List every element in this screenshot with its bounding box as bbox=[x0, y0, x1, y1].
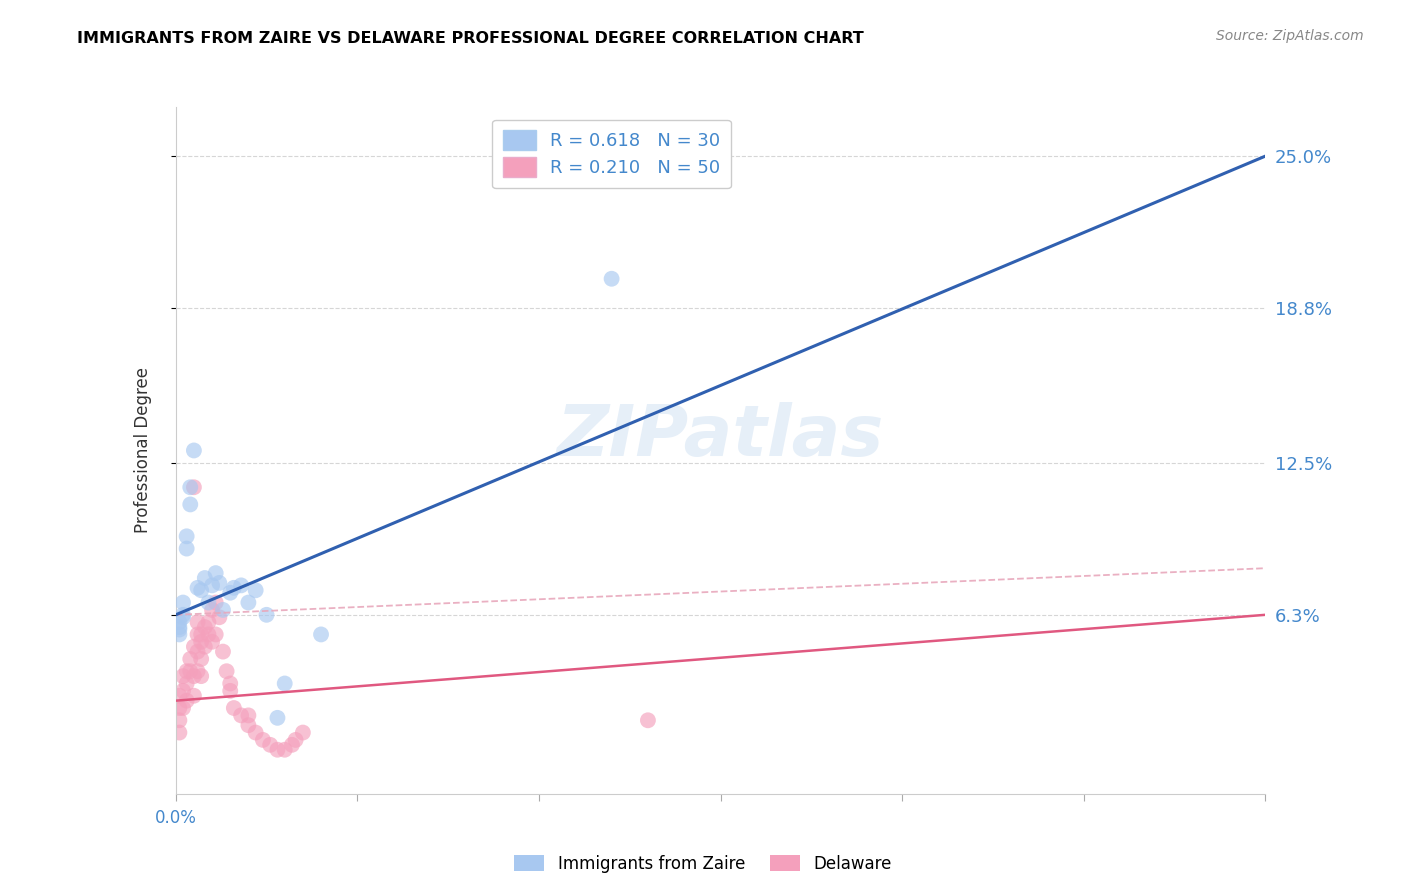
Point bbox=[222, 701, 245, 715]
Point bbox=[197, 627, 219, 641]
Point bbox=[204, 596, 226, 610]
Point bbox=[186, 664, 209, 679]
Point bbox=[238, 708, 260, 723]
Point bbox=[169, 627, 191, 641]
Point bbox=[183, 669, 205, 683]
Text: ZIPatlas: ZIPatlas bbox=[557, 402, 884, 471]
Point bbox=[291, 725, 314, 739]
Point bbox=[176, 694, 198, 708]
Legend: R = 0.618   N = 30, R = 0.210   N = 50: R = 0.618 N = 30, R = 0.210 N = 50 bbox=[492, 120, 731, 188]
Point bbox=[274, 742, 297, 756]
Point bbox=[169, 725, 191, 739]
Point bbox=[201, 635, 224, 649]
Point bbox=[172, 683, 194, 698]
Point bbox=[172, 669, 194, 683]
Point bbox=[169, 615, 191, 630]
Point bbox=[212, 603, 235, 617]
Point bbox=[176, 541, 198, 556]
Point bbox=[245, 583, 267, 598]
Point bbox=[245, 725, 267, 739]
Legend: Immigrants from Zaire, Delaware: Immigrants from Zaire, Delaware bbox=[508, 848, 898, 880]
Point bbox=[176, 676, 198, 690]
Point bbox=[179, 664, 201, 679]
Point bbox=[186, 615, 209, 630]
Point bbox=[186, 644, 209, 658]
Point bbox=[197, 615, 219, 630]
Point bbox=[183, 443, 205, 458]
Point bbox=[172, 610, 194, 624]
Point bbox=[266, 711, 288, 725]
Point bbox=[600, 271, 623, 285]
Point bbox=[259, 738, 281, 752]
Point bbox=[179, 652, 201, 666]
Point bbox=[169, 623, 191, 637]
Point bbox=[172, 596, 194, 610]
Point bbox=[219, 586, 242, 600]
Point bbox=[194, 571, 217, 585]
Point bbox=[169, 620, 191, 634]
Point bbox=[238, 596, 260, 610]
Point bbox=[252, 733, 274, 747]
Point bbox=[266, 742, 288, 756]
Point bbox=[190, 583, 212, 598]
Point bbox=[179, 480, 201, 494]
Point bbox=[219, 683, 242, 698]
Point bbox=[231, 708, 253, 723]
Point bbox=[208, 610, 231, 624]
Point bbox=[179, 498, 201, 512]
Text: 0.0%: 0.0% bbox=[155, 809, 197, 827]
Point bbox=[172, 701, 194, 715]
Y-axis label: Professional Degree: Professional Degree bbox=[134, 368, 152, 533]
Point bbox=[238, 718, 260, 732]
Point bbox=[231, 578, 253, 592]
Point bbox=[183, 689, 205, 703]
Point bbox=[190, 669, 212, 683]
Point bbox=[204, 627, 226, 641]
Point bbox=[186, 627, 209, 641]
Point bbox=[256, 607, 278, 622]
Point bbox=[190, 635, 212, 649]
Point bbox=[176, 529, 198, 543]
Text: Source: ZipAtlas.com: Source: ZipAtlas.com bbox=[1216, 29, 1364, 43]
Point bbox=[197, 596, 219, 610]
Point bbox=[274, 676, 297, 690]
Text: IMMIGRANTS FROM ZAIRE VS DELAWARE PROFESSIONAL DEGREE CORRELATION CHART: IMMIGRANTS FROM ZAIRE VS DELAWARE PROFES… bbox=[77, 31, 865, 46]
Point bbox=[208, 576, 231, 591]
Point bbox=[212, 644, 235, 658]
Point bbox=[215, 664, 238, 679]
Point bbox=[637, 714, 659, 728]
Point bbox=[204, 566, 226, 581]
Point bbox=[169, 701, 191, 715]
Point bbox=[183, 640, 205, 654]
Point bbox=[194, 640, 217, 654]
Point bbox=[219, 676, 242, 690]
Point bbox=[201, 578, 224, 592]
Point bbox=[176, 664, 198, 679]
Point bbox=[183, 480, 205, 494]
Point bbox=[201, 603, 224, 617]
Point bbox=[194, 620, 217, 634]
Point bbox=[169, 714, 191, 728]
Point bbox=[281, 738, 304, 752]
Point bbox=[190, 627, 212, 641]
Point bbox=[169, 689, 191, 703]
Point bbox=[222, 581, 245, 595]
Point bbox=[190, 652, 212, 666]
Point bbox=[284, 733, 307, 747]
Point bbox=[309, 627, 332, 641]
Point bbox=[186, 581, 209, 595]
Point bbox=[172, 607, 194, 622]
